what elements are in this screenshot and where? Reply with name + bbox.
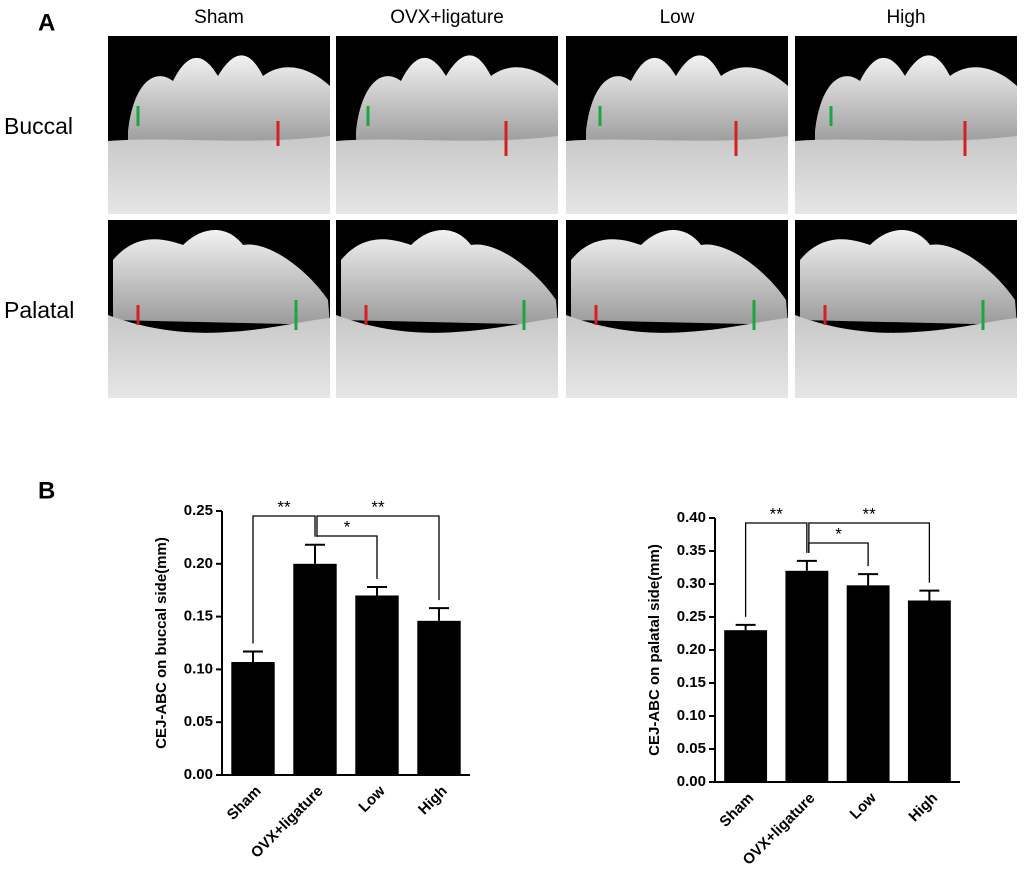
ct-image — [795, 36, 1017, 214]
panel-label: B — [38, 477, 55, 504]
x-tick-label: Low — [847, 789, 880, 822]
y-tick-label: 0.00 — [677, 773, 706, 790]
ct-image — [566, 36, 788, 214]
significance-bracket — [808, 542, 869, 567]
column-header: OVX+ligature — [390, 7, 504, 28]
bar — [785, 570, 829, 782]
column-header: Sham — [194, 7, 244, 28]
y-tick-label: 0.20 — [677, 641, 706, 658]
x-tick-label: Low — [355, 782, 388, 815]
bone — [795, 315, 1017, 398]
bone — [336, 136, 558, 214]
ct-image — [336, 36, 558, 214]
x-tick-label: Sham — [224, 783, 265, 824]
y-tick-label: 0.15 — [677, 674, 706, 691]
y-tick-label: 0.05 — [184, 713, 213, 730]
bar — [724, 630, 768, 782]
error-bar — [243, 650, 263, 663]
y-tick-label: 0.10 — [677, 707, 706, 724]
x-tick-label: High — [415, 783, 451, 819]
tooth — [571, 230, 788, 325]
significance-bracket — [808, 522, 931, 583]
bone — [566, 315, 788, 398]
significance-label: * — [835, 524, 842, 543]
bar — [293, 563, 337, 775]
column-header: High — [886, 7, 925, 28]
bar — [231, 662, 275, 775]
tooth — [113, 230, 330, 325]
error-bar — [305, 543, 325, 564]
ct-image — [108, 220, 330, 398]
bone — [566, 136, 788, 214]
x-tick-label: High — [905, 790, 941, 826]
error-bar — [919, 589, 940, 601]
y-tick-label: 0.05 — [677, 740, 706, 757]
significance-label: ** — [371, 497, 385, 516]
y-tick-label: 0.00 — [184, 766, 213, 783]
image-grid — [108, 36, 1017, 398]
y-tick-label: 0.15 — [184, 608, 213, 625]
column-header: Low — [660, 7, 695, 28]
error-bar — [858, 573, 879, 586]
y-tick-label: 0.25 — [677, 608, 706, 625]
bar — [846, 585, 890, 782]
bone — [108, 136, 330, 214]
error-bar — [796, 559, 817, 571]
x-tick-label: Sham — [716, 790, 757, 831]
significance-label: ** — [277, 497, 291, 516]
panel-label: A — [38, 9, 55, 36]
error-bar — [367, 586, 387, 596]
significance-bracket — [252, 515, 316, 644]
row-header: Buccal — [4, 113, 73, 139]
row-header: Palatal — [4, 297, 74, 323]
significance-label: ** — [863, 504, 877, 523]
significance-label: * — [344, 517, 351, 536]
bone — [336, 315, 558, 398]
bone — [795, 136, 1017, 214]
y-tick-label: 0.30 — [677, 575, 706, 592]
y-axis-title: CEJ-ABC on buccal side(mm) — [153, 537, 170, 749]
bar — [417, 620, 461, 775]
y-tick-label: 0.35 — [677, 542, 706, 559]
significance-bracket — [744, 522, 808, 617]
significance-bracket — [316, 515, 440, 601]
tooth — [800, 230, 1017, 325]
tooth — [341, 230, 558, 325]
error-bar — [429, 607, 449, 621]
y-tick-label: 0.40 — [677, 509, 706, 526]
ct-image — [336, 220, 558, 398]
ct-image — [108, 36, 330, 214]
bar — [355, 595, 399, 775]
ct-image — [566, 220, 788, 398]
y-tick-label: 0.20 — [184, 555, 213, 572]
ct-image — [795, 220, 1017, 398]
y-tick-label: 0.10 — [184, 660, 213, 677]
y-axis-title: CEJ-ABC on palatal side(mm) — [646, 544, 663, 756]
bone — [108, 315, 330, 398]
error-bar — [735, 623, 756, 631]
significance-label: ** — [770, 504, 784, 523]
bar — [907, 600, 951, 782]
y-tick-label: 0.25 — [184, 502, 213, 519]
